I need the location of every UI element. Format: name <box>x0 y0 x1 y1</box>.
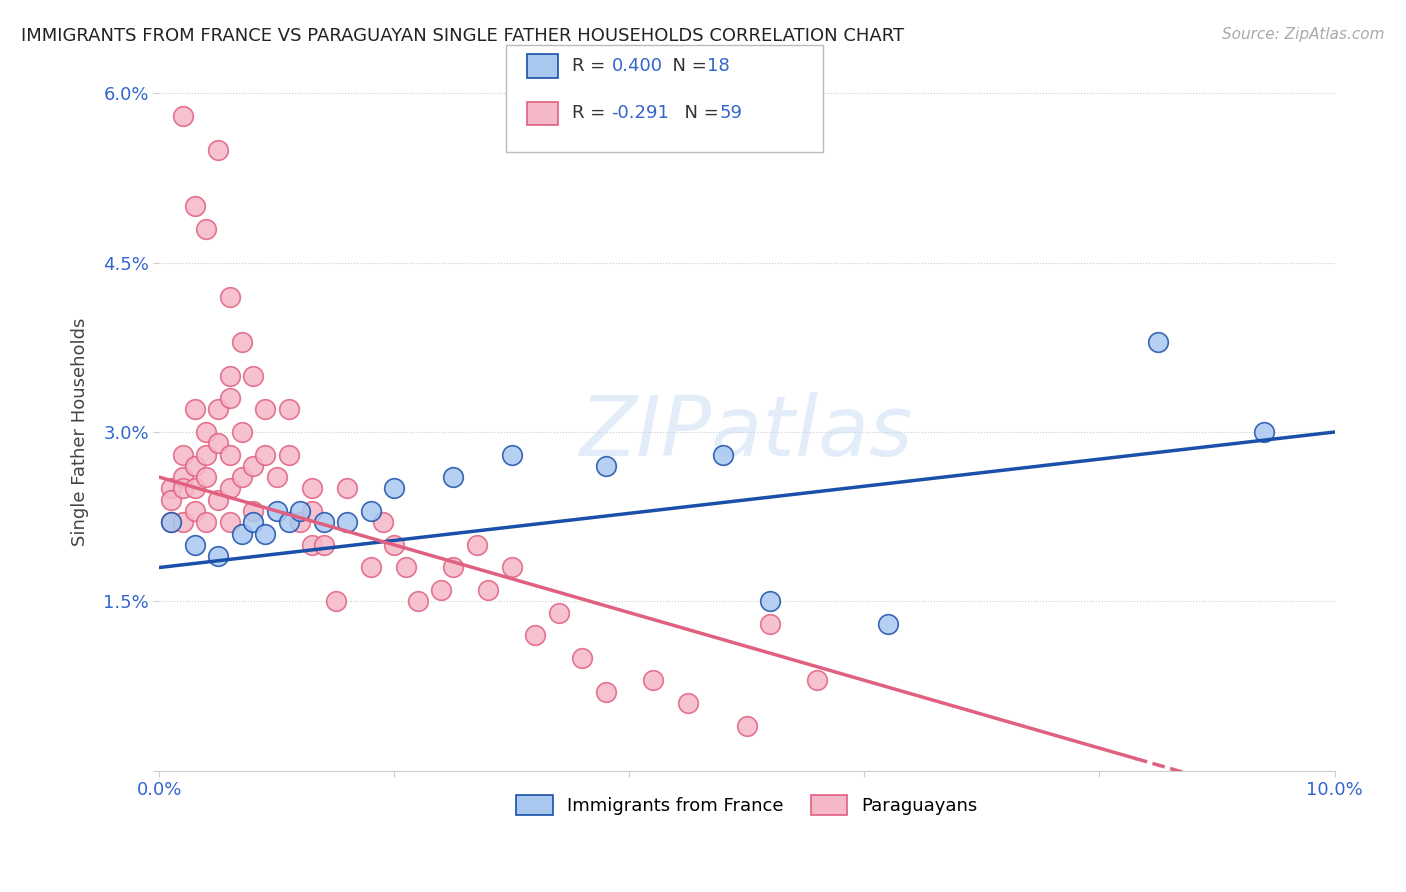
Point <box>595 458 617 473</box>
Point <box>183 538 205 552</box>
Point <box>806 673 828 688</box>
Point <box>219 482 242 496</box>
Point <box>301 482 323 496</box>
Point <box>219 391 242 405</box>
Text: 0.400: 0.400 <box>612 57 662 75</box>
Y-axis label: Single Father Households: Single Father Households <box>72 318 89 546</box>
Point <box>301 504 323 518</box>
Point <box>242 516 264 530</box>
Point <box>172 448 194 462</box>
Point <box>219 516 242 530</box>
Point <box>219 448 242 462</box>
Point <box>160 482 183 496</box>
Point <box>160 516 183 530</box>
Point <box>231 470 253 484</box>
Point <box>501 448 523 462</box>
Point <box>160 492 183 507</box>
Text: 18: 18 <box>707 57 730 75</box>
Point <box>207 436 229 450</box>
Point <box>183 482 205 496</box>
Point <box>384 538 406 552</box>
Point <box>207 549 229 564</box>
Text: IMMIGRANTS FROM FRANCE VS PARAGUAYAN SINGLE FATHER HOUSEHOLDS CORRELATION CHART: IMMIGRANTS FROM FRANCE VS PARAGUAYAN SIN… <box>21 27 904 45</box>
Point <box>195 516 218 530</box>
Point <box>406 594 429 608</box>
Point <box>301 538 323 552</box>
Point <box>231 425 253 439</box>
Point <box>571 650 593 665</box>
Point <box>207 402 229 417</box>
Point <box>371 516 394 530</box>
Point <box>441 470 464 484</box>
Point <box>735 718 758 732</box>
Point <box>231 334 253 349</box>
Point <box>219 289 242 303</box>
Point <box>195 470 218 484</box>
Text: R =: R = <box>572 57 612 75</box>
Point <box>277 402 299 417</box>
Text: R =: R = <box>572 104 612 122</box>
Point <box>254 526 277 541</box>
Point <box>713 448 735 462</box>
Point <box>254 448 277 462</box>
Point <box>877 616 900 631</box>
Point <box>360 504 382 518</box>
Point <box>207 492 229 507</box>
Point <box>336 516 359 530</box>
Point <box>183 199 205 213</box>
Point <box>195 222 218 236</box>
Point <box>183 504 205 518</box>
Point <box>548 606 571 620</box>
Point <box>360 560 382 574</box>
Point <box>277 448 299 462</box>
Point <box>501 560 523 574</box>
Point <box>266 470 288 484</box>
Point <box>172 482 194 496</box>
Point <box>312 516 335 530</box>
Point <box>207 143 229 157</box>
Point <box>172 109 194 123</box>
Point <box>242 458 264 473</box>
Point <box>242 504 264 518</box>
Point <box>641 673 664 688</box>
Point <box>465 538 488 552</box>
Text: -0.291: -0.291 <box>612 104 669 122</box>
Legend: Immigrants from France, Paraguayans: Immigrants from France, Paraguayans <box>509 788 984 822</box>
Point <box>219 368 242 383</box>
Point <box>759 616 782 631</box>
Point <box>1147 334 1170 349</box>
Point <box>183 402 205 417</box>
Point <box>172 516 194 530</box>
Text: N =: N = <box>661 57 713 75</box>
Point <box>254 402 277 417</box>
Point <box>195 448 218 462</box>
Point <box>231 526 253 541</box>
Point <box>1253 425 1275 439</box>
Point <box>336 482 359 496</box>
Point <box>277 516 299 530</box>
Point <box>290 504 312 518</box>
Text: 59: 59 <box>720 104 742 122</box>
Point <box>172 470 194 484</box>
Point <box>384 482 406 496</box>
Point <box>325 594 347 608</box>
Point <box>595 684 617 698</box>
Point <box>395 560 418 574</box>
Point <box>242 368 264 383</box>
Point <box>430 583 453 598</box>
Point <box>759 594 782 608</box>
Point <box>290 516 312 530</box>
Point <box>477 583 499 598</box>
Point <box>441 560 464 574</box>
Point <box>183 458 205 473</box>
Point <box>676 696 699 710</box>
Point <box>524 628 547 642</box>
Point <box>312 538 335 552</box>
Text: N =: N = <box>673 104 725 122</box>
Point <box>160 516 183 530</box>
Text: Source: ZipAtlas.com: Source: ZipAtlas.com <box>1222 27 1385 42</box>
Point <box>195 425 218 439</box>
Text: ZIPatlas: ZIPatlas <box>581 392 914 473</box>
Point <box>266 504 288 518</box>
